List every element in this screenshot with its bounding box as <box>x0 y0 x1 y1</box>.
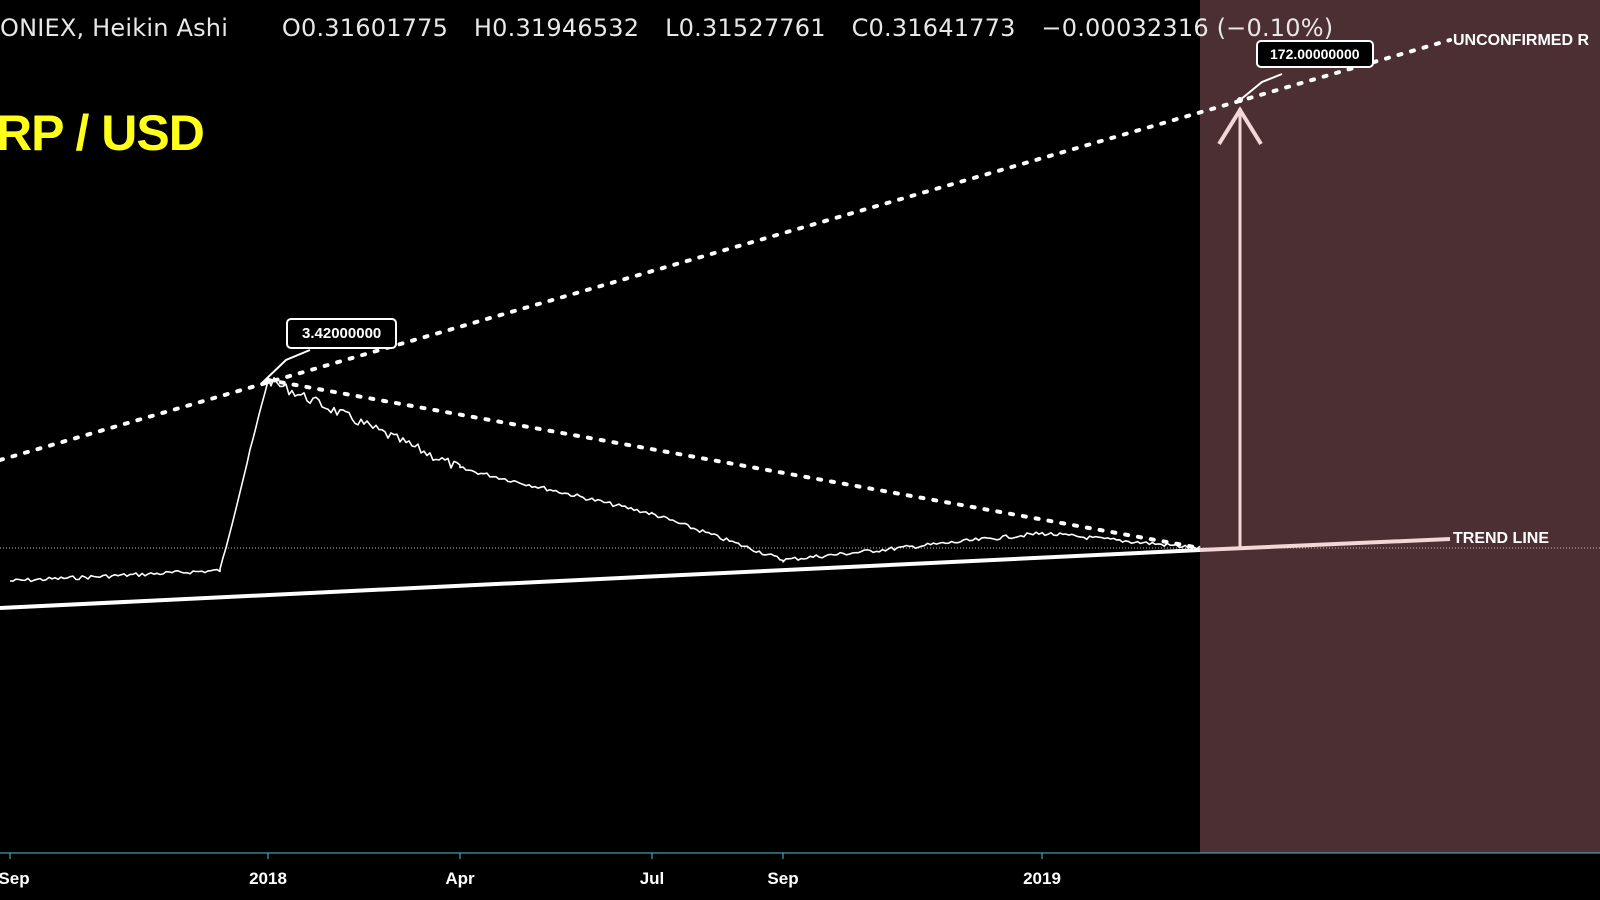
ohlc-legend: ONIEX, Heikin Ashi O0.31601775 H0.319465… <box>0 14 1333 42</box>
pair-title: RP / USD <box>0 105 205 161</box>
ath-callout-pointer <box>261 349 311 384</box>
symbol-label: ONIEX, Heikin Ashi <box>0 14 229 42</box>
ath-callout[interactable]: 3.42000000 <box>286 318 398 349</box>
close-value: C0.31641773 <box>851 14 1016 42</box>
change-value: −0.00032316 (−0.10%) <box>1041 14 1334 42</box>
x-label-2019: 2019 <box>1023 869 1061 888</box>
x-label-apr: Apr <box>445 869 475 888</box>
projection-zone <box>1200 0 1600 853</box>
target-arrow-head <box>1217 106 1263 146</box>
descending-resistance-line <box>266 378 1202 550</box>
target-callout[interactable]: 172.00000000 <box>1256 40 1374 68</box>
x-label-sep-2018: Sep <box>767 869 799 888</box>
x-label-jul: Jul <box>639 869 665 888</box>
high-value: H0.31946532 <box>473 14 640 42</box>
target-point <box>1237 97 1243 103</box>
support-trend-line <box>0 548 1201 610</box>
trend-line-extension <box>1199 537 1451 552</box>
unconfirmed-resistance-label: UNCONFIRMED R <box>1453 32 1589 49</box>
price-series <box>9 376 1201 583</box>
x-label-2018: 2018 <box>249 869 287 888</box>
target-callout-pointer <box>1239 73 1283 101</box>
upper-resistance-line <box>0 38 1452 462</box>
open-value: O0.31601775 <box>281 14 449 42</box>
trend-line-label: TREND LINE <box>1453 530 1549 547</box>
low-value: L0.31527761 <box>665 14 826 42</box>
ath-point <box>265 378 271 384</box>
x-label-sep-2017: Sep <box>0 869 30 888</box>
x-axis-ticks <box>9 853 1043 859</box>
